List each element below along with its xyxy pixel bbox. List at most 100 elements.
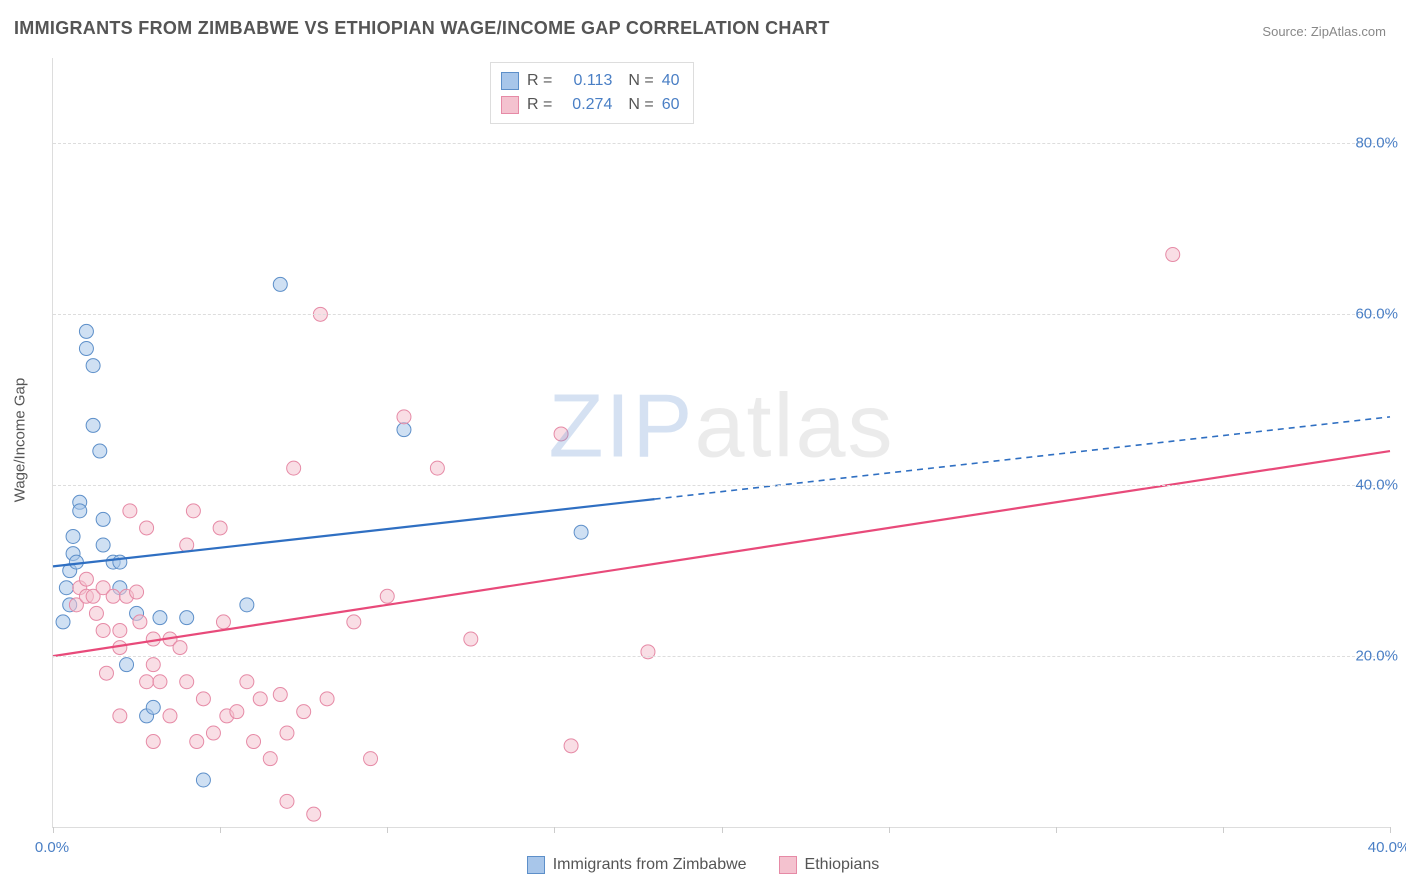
data-point — [190, 735, 204, 749]
x-tick-mark — [1390, 827, 1391, 833]
x-tick-label: 40.0% — [1368, 839, 1406, 856]
data-point — [113, 555, 127, 569]
data-point — [146, 735, 160, 749]
legend-row: R = 0.274 N = 60 — [501, 93, 679, 117]
data-point — [146, 658, 160, 672]
source-label: Source: — [1262, 24, 1307, 39]
data-point — [140, 675, 154, 689]
x-tick-mark — [889, 827, 890, 833]
data-point — [113, 623, 127, 637]
data-point — [347, 615, 361, 629]
data-point — [79, 324, 93, 338]
n-value: 40 — [662, 72, 680, 90]
data-point — [263, 752, 277, 766]
trend-line-extrapolated — [655, 417, 1390, 499]
data-point — [230, 705, 244, 719]
data-point — [73, 504, 87, 518]
chart-title: IMMIGRANTS FROM ZIMBABWE VS ETHIOPIAN WA… — [14, 18, 830, 39]
data-point — [196, 773, 210, 787]
r-label: R = — [527, 96, 552, 114]
source-link[interactable]: ZipAtlas.com — [1311, 24, 1386, 39]
data-point — [163, 709, 177, 723]
legend-item: Immigrants from Zimbabwe — [527, 856, 747, 874]
data-point — [56, 615, 70, 629]
x-tick-mark — [722, 827, 723, 833]
grid-line — [53, 143, 1390, 144]
data-point — [1166, 248, 1180, 262]
data-point — [574, 525, 588, 539]
data-point — [140, 521, 154, 535]
x-tick-mark — [554, 827, 555, 833]
data-point — [240, 675, 254, 689]
n-value: 60 — [662, 96, 680, 114]
x-tick-label: 0.0% — [35, 839, 69, 856]
legend-label: Immigrants from Zimbabwe — [553, 856, 747, 874]
data-point — [397, 423, 411, 437]
data-point — [280, 726, 294, 740]
x-tick-mark — [53, 827, 54, 833]
data-point — [564, 739, 578, 753]
data-point — [130, 585, 144, 599]
data-point — [297, 705, 311, 719]
data-point — [123, 504, 137, 518]
data-point — [93, 444, 107, 458]
data-point — [66, 529, 80, 543]
data-point — [120, 658, 134, 672]
data-point — [380, 589, 394, 603]
data-point — [86, 359, 100, 373]
legend-swatch — [501, 96, 519, 114]
y-axis-label: Wage/Income Gap — [12, 378, 29, 503]
data-point — [96, 623, 110, 637]
data-point — [253, 692, 267, 706]
data-point — [464, 632, 478, 646]
n-label: N = — [628, 96, 653, 114]
data-point — [186, 504, 200, 518]
plot-area: ZIPatlas — [52, 58, 1390, 828]
data-point — [196, 692, 210, 706]
r-value: 0.274 — [560, 96, 612, 114]
data-point — [180, 675, 194, 689]
data-point — [280, 794, 294, 808]
legend-item: Ethiopians — [779, 856, 880, 874]
legend-label: Ethiopians — [805, 856, 880, 874]
correlation-legend: R =0.113N =40R =0.274N =60 — [490, 62, 694, 124]
y-tick-label: 80.0% — [1355, 135, 1398, 152]
trend-line — [53, 451, 1390, 656]
x-tick-mark — [1056, 827, 1057, 833]
data-point — [106, 589, 120, 603]
series-legend: Immigrants from Zimbabwe Ethiopians — [0, 856, 1406, 874]
legend-swatch — [501, 72, 519, 90]
grid-line — [53, 485, 1390, 486]
data-point — [99, 666, 113, 680]
data-point — [180, 611, 194, 625]
data-point — [213, 521, 227, 535]
chart-container: IMMIGRANTS FROM ZIMBABWE VS ETHIOPIAN WA… — [0, 0, 1406, 892]
data-point — [206, 726, 220, 740]
r-label: R = — [527, 72, 552, 90]
data-point — [153, 611, 167, 625]
x-tick-mark — [387, 827, 388, 833]
data-point — [430, 461, 444, 475]
data-point — [307, 807, 321, 821]
data-point — [113, 709, 127, 723]
data-point — [247, 735, 261, 749]
data-point — [96, 538, 110, 552]
grid-line — [53, 656, 1390, 657]
x-tick-mark — [1223, 827, 1224, 833]
scatter-svg — [53, 58, 1390, 827]
data-point — [173, 641, 187, 655]
data-point — [89, 606, 103, 620]
data-point — [79, 572, 93, 586]
data-point — [287, 461, 301, 475]
legend-swatch — [527, 856, 545, 874]
data-point — [240, 598, 254, 612]
data-point — [146, 700, 160, 714]
data-point — [79, 342, 93, 356]
data-point — [133, 615, 147, 629]
legend-row: R =0.113N =40 — [501, 69, 679, 93]
data-point — [96, 512, 110, 526]
data-point — [320, 692, 334, 706]
data-point — [554, 427, 568, 441]
data-point — [364, 752, 378, 766]
data-point — [69, 555, 83, 569]
